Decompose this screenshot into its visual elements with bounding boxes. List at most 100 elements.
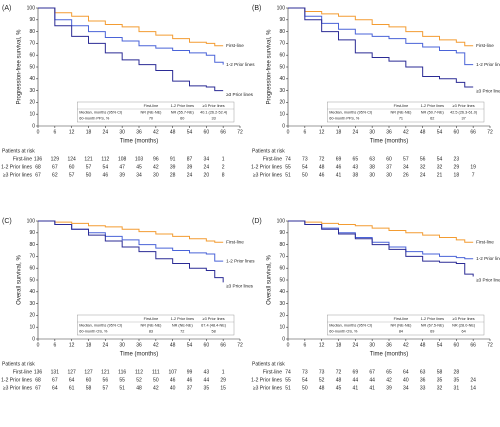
y-tick-label: 0 — [32, 123, 35, 129]
table-cell: 42.5 (26.3-61.0) — [450, 111, 478, 115]
x-tick-label: 30 — [119, 342, 125, 348]
y-tick-label: 40 — [279, 289, 285, 295]
at-risk-title: Patients at risk — [252, 361, 285, 367]
curve-label: 1-2 Prior lines — [226, 258, 255, 263]
at-risk-count: 30 — [369, 172, 375, 178]
curve-label: ≥3 Prior lines — [476, 278, 500, 283]
summary-table — [327, 314, 485, 336]
y-tick-label: 90 — [29, 17, 35, 23]
at-risk-count: 72 — [319, 156, 325, 162]
at-risk-count: 34 — [403, 385, 409, 391]
survival-curve — [38, 220, 224, 283]
at-risk-name: First-line — [13, 369, 32, 375]
x-tick-label: 0 — [287, 342, 290, 348]
y-tick-label: 20 — [279, 313, 285, 319]
at-risk-count: 35 — [204, 385, 210, 391]
curve-label: First-line — [476, 43, 494, 48]
at-risk-name: ≥3 Prior lines — [253, 385, 283, 391]
at-risk-count: 24 — [187, 172, 193, 178]
survival-curve — [288, 220, 474, 243]
table-cell: 64 — [462, 330, 466, 334]
at-risk-count: 56 — [103, 377, 109, 383]
at-risk-count: 31 — [454, 385, 460, 391]
at-risk-count: 58 — [437, 369, 443, 375]
table-header: 1-2 Prior lines — [421, 317, 445, 321]
table-cell: 70 — [149, 117, 153, 121]
table-cell: 67.4 (48.4-NE) — [201, 324, 227, 328]
at-risk-count: 24 — [470, 377, 476, 383]
at-risk-count: 56 — [420, 156, 426, 162]
at-risk-count: 29 — [454, 164, 460, 170]
at-risk-count: 131 — [51, 369, 60, 375]
x-tick-label: 24 — [103, 129, 109, 135]
y-tick-label: 70 — [29, 41, 35, 47]
at-risk-count: 51 — [285, 385, 291, 391]
at-risk-count: 50 — [302, 385, 308, 391]
at-risk-count: 41 — [336, 172, 342, 178]
y-tick-label: 90 — [29, 230, 35, 236]
at-risk-count: 50 — [86, 172, 92, 178]
at-risk-count: 42 — [386, 377, 392, 383]
at-risk-name: ≥3 Prior lines — [253, 172, 283, 178]
at-risk-count: 60 — [86, 377, 92, 383]
table-header: 1-2 Prior lines — [171, 317, 195, 321]
x-tick-label: 60 — [454, 342, 460, 348]
survival-curve — [288, 7, 474, 47]
x-tick-label: 66 — [470, 342, 476, 348]
x-tick-label: 66 — [220, 342, 226, 348]
curve-label: ≥3 Prior lines — [226, 284, 253, 289]
at-risk-count: 116 — [118, 369, 126, 375]
x-tick-label: 12 — [69, 342, 75, 348]
x-tick-label: 24 — [353, 342, 359, 348]
y-axis-label: Progression-free survival, % — [267, 29, 273, 105]
at-risk-count: 136 — [34, 369, 43, 375]
x-axis-label: Time (months) — [120, 352, 158, 358]
at-risk-count: 121 — [84, 156, 93, 162]
at-risk-count: 87 — [187, 156, 193, 162]
table-header: First-line — [394, 317, 409, 321]
survival-curve — [288, 7, 474, 88]
at-risk-count: 68 — [35, 377, 41, 383]
x-tick-label: 36 — [386, 129, 392, 135]
at-risk-count: 121 — [101, 369, 110, 375]
at-risk-count: 69 — [336, 156, 342, 162]
at-risk-count: 62 — [52, 172, 58, 178]
table-header: 1-2 Prior lines — [171, 104, 195, 108]
x-tick-label: 54 — [437, 129, 443, 135]
at-risk-count: 96 — [153, 156, 159, 162]
at-risk-count: 14 — [470, 385, 476, 391]
at-risk-count: 26 — [403, 172, 409, 178]
table-cell: NR (NE-NE) — [390, 111, 412, 115]
at-risk-count: 60 — [69, 164, 75, 170]
x-tick-label: 24 — [353, 129, 359, 135]
at-risk-count: 67 — [35, 385, 41, 391]
at-risk-count: 46 — [336, 164, 342, 170]
y-tick-label: 80 — [279, 242, 285, 248]
x-tick-label: 6 — [303, 129, 306, 135]
panel-label: (B) — [252, 5, 261, 12]
at-risk-count: 68 — [35, 164, 41, 170]
at-risk-count: 46 — [170, 377, 176, 383]
at-risk-count: 67 — [35, 172, 41, 178]
table-cell: 62 — [430, 117, 434, 121]
y-tick-label: 70 — [279, 41, 285, 47]
at-risk-count: 57 — [103, 385, 109, 391]
summary-table — [77, 101, 235, 123]
panel-label: (C) — [2, 218, 12, 225]
at-risk-count: 136 — [34, 156, 43, 162]
at-risk-count: 8 — [222, 172, 225, 178]
at-risk-count: 44 — [204, 377, 210, 383]
at-risk-count: 55 — [119, 377, 125, 383]
at-risk-count: 41 — [369, 385, 375, 391]
survival-curve — [38, 7, 224, 65]
at-risk-count: 57 — [69, 172, 75, 178]
x-tick-label: 18 — [86, 342, 92, 348]
at-risk-count: 72 — [336, 369, 342, 375]
at-risk-count: 129 — [51, 156, 60, 162]
summary-table — [327, 101, 485, 123]
at-risk-count: 65 — [386, 369, 392, 375]
at-risk-count: 73 — [319, 369, 325, 375]
y-tick-label: 50 — [279, 64, 285, 70]
table-cell: 58 — [212, 330, 216, 334]
at-risk-count: 7 — [472, 172, 475, 178]
